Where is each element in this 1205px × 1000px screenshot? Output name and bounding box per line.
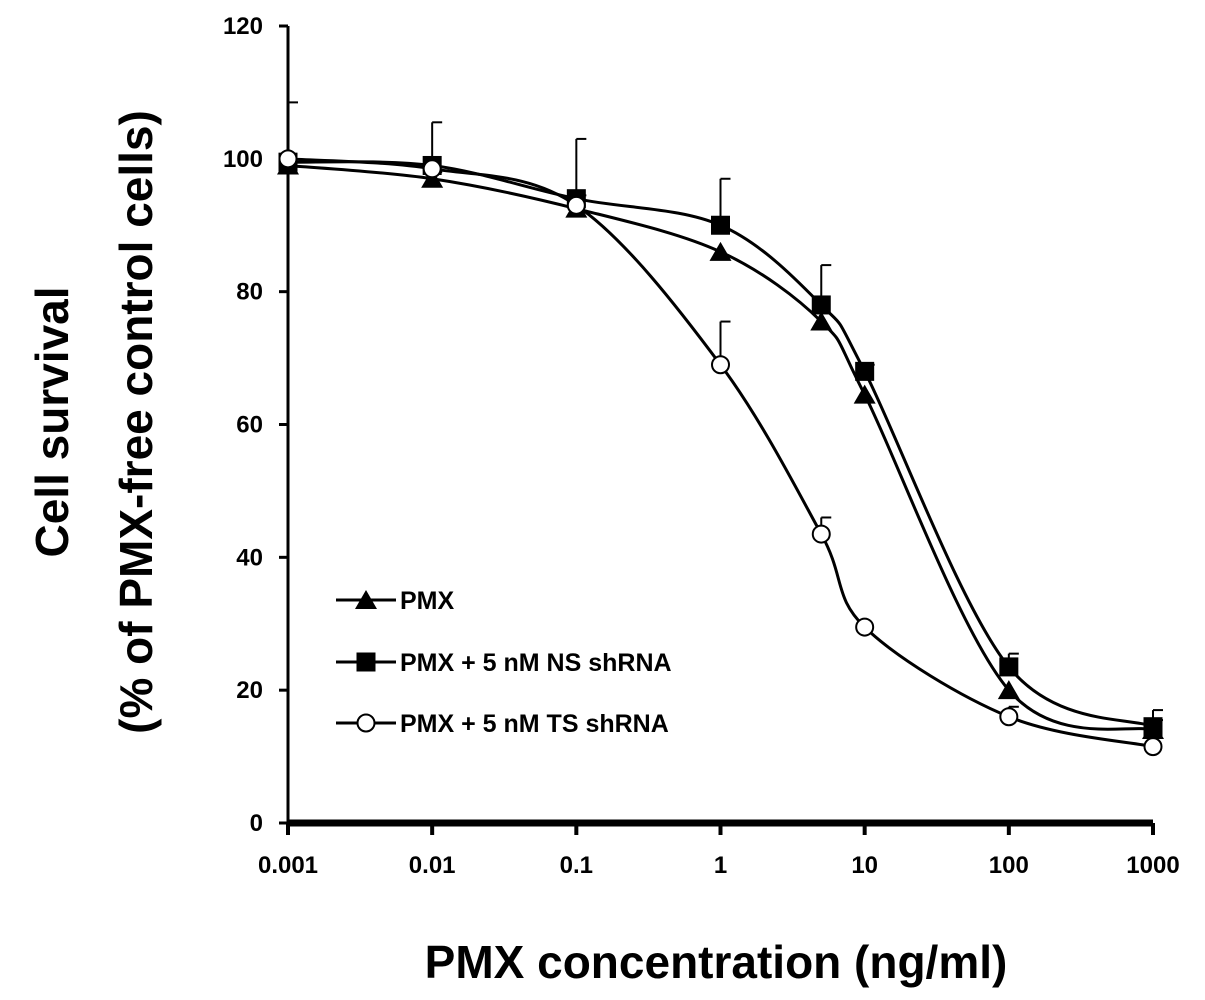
data-point [811,295,831,315]
series-line [287,160,1154,729]
x-tick-label: 0.001 [258,852,318,879]
data-point [711,355,730,375]
x-tick-label: 100 [989,852,1029,879]
ticks: 0 20 40 60 80 100 120 0.001 0.01 0.1 1 10 100 1000 [223,13,1180,879]
data-point [810,311,833,331]
data-point [855,617,875,637]
legend-entry-3: PMX + 5 nM TS shRNA [336,710,669,738]
legend-label: PMX + 5 nM NS shRNA [400,649,672,677]
x-axis-title: PMX concentration (ng/ml) [425,936,1008,988]
data-point [1143,717,1163,737]
data-point [811,524,831,544]
data-point [999,657,1019,677]
y-axis-title-line1: Cell survival [26,286,78,557]
y-axis-title-line2: (% of PMX-free control cells) [110,110,162,734]
data-point [422,159,442,179]
series-line [287,157,1154,749]
legend-entry-1: PMX [336,587,455,615]
y-tick-label: 0 [250,810,263,837]
data-point [278,149,298,169]
x-tick-label: 1 [714,852,727,879]
data-point [711,215,730,235]
legend-marker [356,652,376,672]
series-line [287,163,1154,732]
data-point [999,707,1019,727]
y-tick-label: 120 [223,13,263,40]
data-point [853,384,876,404]
y-tick-label: 80 [236,279,263,306]
x-tick-label: 0.1 [560,852,593,879]
data-point [566,195,586,215]
y-tick-label: 40 [236,544,263,571]
data-point [1143,737,1163,757]
x-tick-label: 10 [851,852,878,879]
x-tick-label: 1000 [1126,852,1179,879]
legend-entry-2: PMX + 5 nM NS shRNA [336,649,672,677]
data-point [855,361,875,381]
series-2 [278,101,1163,737]
data-point [997,680,1020,700]
y-tick-label: 20 [236,677,263,704]
legend-marker [356,713,376,733]
y-tick-label: 100 [223,146,263,173]
series-3 [278,149,1163,757]
y-axis-title: Cell survival (% of PMX-free control cel… [26,110,162,734]
legend: PMX PMX + 5 nM NS shRNA PMX + 5 nM TS shRN… [336,587,672,738]
legend-label: PMX + 5 nM TS shRNA [400,710,669,738]
y-tick-label: 60 [236,412,263,439]
series-layer [277,101,1164,757]
x-tick-label: 0.01 [409,852,456,879]
legend-marker [355,590,377,609]
data-point [709,241,732,261]
legend-label: PMX [400,587,455,615]
